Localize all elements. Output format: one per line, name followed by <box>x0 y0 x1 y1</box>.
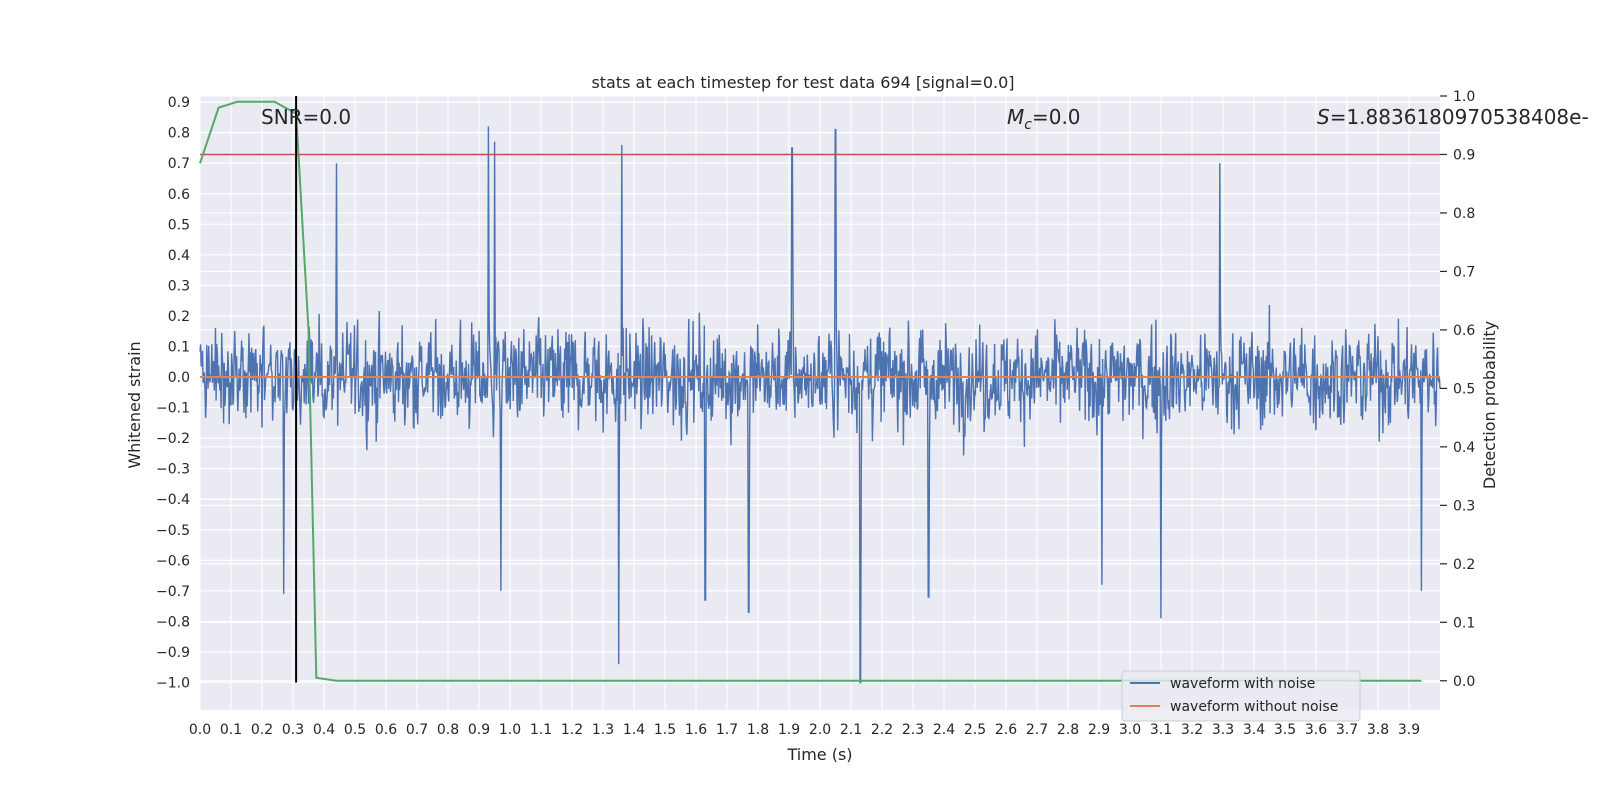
left-y-axis-label: Whitened strain <box>125 341 144 468</box>
x-tick-label: 0.3 <box>282 722 304 738</box>
annotation-mc-symbol: M <box>1007 105 1024 129</box>
x-tick-label: 3.4 <box>1243 722 1265 738</box>
right-y-axis-label: Detection probability <box>1480 321 1499 489</box>
x-tick-label: 1.2 <box>561 722 583 738</box>
x-tick-label: 2.9 <box>1088 722 1110 738</box>
annotation-s: S=1.8836180970538408e- <box>1317 105 1589 129</box>
legend-box <box>1121 670 1361 722</box>
x-tick-label: 2.5 <box>964 722 986 738</box>
x-tick-label: 1.9 <box>778 722 800 738</box>
y-tick-label-left: −0.4 <box>156 492 190 508</box>
y-tick-label-right: 0.8 <box>1453 206 1475 222</box>
y-tick-label-left: 0.4 <box>168 248 190 264</box>
annotation-s-symbol: S <box>1317 105 1330 129</box>
x-tick-label: 3.7 <box>1336 722 1358 738</box>
x-tick-label: 2.3 <box>902 722 924 738</box>
x-tick-label: 2.6 <box>995 722 1017 738</box>
x-tick-label: 0.4 <box>313 722 335 738</box>
y-tick-label-right: 0.3 <box>1453 498 1475 514</box>
x-tick-label: 0.9 <box>468 722 490 738</box>
x-tick-label: 1.6 <box>685 722 707 738</box>
y-tick-label-right: 0.6 <box>1453 323 1475 339</box>
annotation-snr: SNR=0.0 <box>261 105 351 129</box>
y-tick-label-left: −0.2 <box>156 431 190 447</box>
y-tick-label-left: −0.6 <box>156 553 190 569</box>
x-tick-label: 2.7 <box>1026 722 1048 738</box>
series-waveform-with-noise <box>199 126 1441 684</box>
x-tick-label: 1.4 <box>623 722 645 738</box>
annotation-mc-value: =0.0 <box>1032 105 1081 129</box>
y-tick-label-left: 0.5 <box>168 217 190 233</box>
x-tick-label: 1.0 <box>499 722 521 738</box>
y-tick-label-right: 0.0 <box>1453 674 1475 690</box>
x-tick-label: 3.3 <box>1212 722 1234 738</box>
y-tick-label-right: 0.1 <box>1453 615 1475 631</box>
y-tick-label-left: −0.1 <box>156 401 190 417</box>
y-tick-label-right: 0.2 <box>1453 557 1475 573</box>
x-tick-label: 1.3 <box>592 722 614 738</box>
y-tick-label-left: 0.1 <box>168 339 190 355</box>
y-tick-label-right: 0.9 <box>1453 147 1475 163</box>
y-tick-label-left: 0.2 <box>168 309 190 325</box>
x-tick-label: 3.0 <box>1119 722 1141 738</box>
x-tick-label: 3.2 <box>1181 722 1203 738</box>
x-tick-label: 1.5 <box>654 722 676 738</box>
x-tick-label: 1.7 <box>716 722 738 738</box>
x-tick-label: 0.8 <box>437 722 459 738</box>
x-tick-label: 3.8 <box>1367 722 1389 738</box>
y-tick-label-left: 0.9 <box>168 95 190 111</box>
annotation-mc: Mc=0.0 <box>1007 105 1081 133</box>
x-axis-ticks: 0.0 0.1 0.2 0.3 0.4 0.5 0.6 0.7 0.8 0.9 1.0 1.1 1.2 1… <box>189 722 1420 738</box>
x-tick-label: 2.8 <box>1057 722 1079 738</box>
x-tick-label: 3.9 <box>1398 722 1420 738</box>
y-tick-label-right: 0.5 <box>1453 381 1475 397</box>
x-tick-label: 0.5 <box>344 722 366 738</box>
y-tick-label-right: 1.0 <box>1453 89 1475 105</box>
x-tick-label: 1.1 <box>530 722 552 738</box>
y-tick-label-left: −0.3 <box>156 462 190 478</box>
y-tick-label-left: −0.8 <box>156 614 190 630</box>
x-tick-label: 1.8 <box>747 722 769 738</box>
y-tick-label-left: −0.7 <box>156 584 190 600</box>
annotation-mc-subscript: c <box>1024 117 1032 133</box>
x-axis-label: Time (s) <box>786 745 852 764</box>
x-tick-label: 3.5 <box>1274 722 1296 738</box>
x-tick-label: 0.7 <box>406 722 428 738</box>
y-tick-label-left: 0.8 <box>168 126 190 142</box>
x-tick-label: 2.1 <box>840 722 862 738</box>
x-tick-label: 0.0 <box>189 722 211 738</box>
y-tick-label-left: −1.0 <box>156 676 190 692</box>
y-tick-label-left: −0.5 <box>156 523 190 539</box>
x-tick-label: 3.6 <box>1305 722 1327 738</box>
annotation-s-value: =1.8836180970538408e- <box>1330 105 1589 129</box>
x-tick-label: 3.1 <box>1150 722 1172 738</box>
legend: waveform with noise waveform without noi… <box>1121 670 1361 722</box>
series-detection-probability <box>199 100 1422 682</box>
y-tick-label-left: 0.3 <box>168 278 190 294</box>
y-tick-label-left: 0.7 <box>168 156 190 172</box>
x-tick-label: 2.2 <box>871 722 893 738</box>
x-tick-label: 0.1 <box>220 722 242 738</box>
legend-label-waveform-with-noise: waveform with noise <box>1170 676 1315 692</box>
x-tick-label: 2.4 <box>933 722 955 738</box>
chart-title: stats at each timestep for test data 694… <box>591 73 1014 92</box>
left-y-axis-ticks: 0.9 0.8 0.7 0.6 0.5 0.4 0.3 0.2 0.1 0.0 −0.1 −0.2 −0… <box>156 95 190 691</box>
y-tick-label-left: 0.6 <box>168 187 190 203</box>
x-tick-label: 2.0 <box>809 722 831 738</box>
y-tick-label-left: 0.0 <box>168 370 190 386</box>
right-y-axis-ticks: 1.0 0.9 0.8 0.7 0.6 0.5 0.4 0.3 0.2 0.1 0.0 <box>1440 89 1475 690</box>
x-tick-label: 0.6 <box>375 722 397 738</box>
legend-label-waveform-without-noise: waveform without noise <box>1170 699 1338 715</box>
y-tick-label-right: 0.7 <box>1453 264 1475 280</box>
y-tick-label-right: 0.4 <box>1453 440 1475 456</box>
x-tick-label: 0.2 <box>251 722 273 738</box>
noise-trace <box>199 126 1441 684</box>
y-tick-label-left: −0.9 <box>156 645 190 661</box>
